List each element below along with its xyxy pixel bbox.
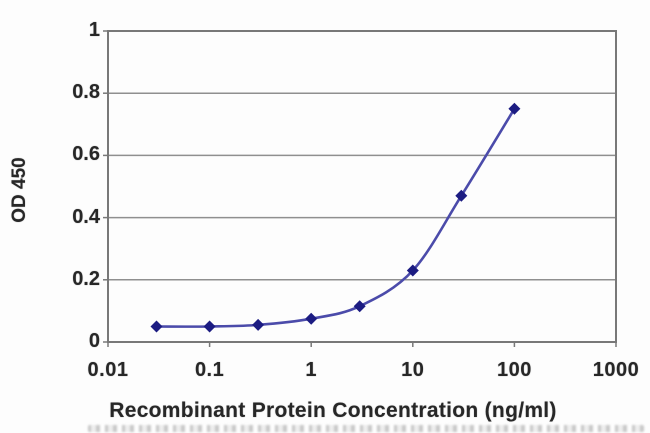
x-tick-label: 100: [496, 359, 532, 381]
data-point-marker: [150, 320, 163, 333]
data-point-marker: [353, 300, 366, 313]
y-tick-label: 1: [88, 19, 100, 41]
y-tick-label: 0.2: [72, 267, 100, 290]
y-tick-label: 0.8: [72, 81, 100, 104]
y-tick-label: 0: [88, 330, 100, 352]
data-point-marker: [455, 189, 468, 202]
cropped-text-artifact: [88, 425, 644, 432]
data-point-marker: [252, 318, 265, 331]
x-tick-label: 0.1: [194, 359, 225, 381]
data-point-marker: [305, 312, 318, 325]
x-tick-label: 0.01: [87, 359, 129, 381]
data-point-marker: [406, 264, 419, 277]
x-tick-label: 10: [401, 359, 425, 381]
x-axis-title: Recombinant Protein Concentration (ng/ml…: [109, 399, 557, 422]
data-point-marker: [508, 102, 521, 115]
plot-border: [107, 30, 617, 343]
x-tick-label: 1: [305, 359, 317, 381]
x-tick-label: 1000: [592, 359, 640, 381]
y-tick-label: 0.4: [72, 205, 100, 228]
y-tick-label: 0.6: [72, 143, 100, 166]
data-point-marker: [203, 320, 216, 333]
y-axis-title: OD 450: [9, 157, 30, 223]
